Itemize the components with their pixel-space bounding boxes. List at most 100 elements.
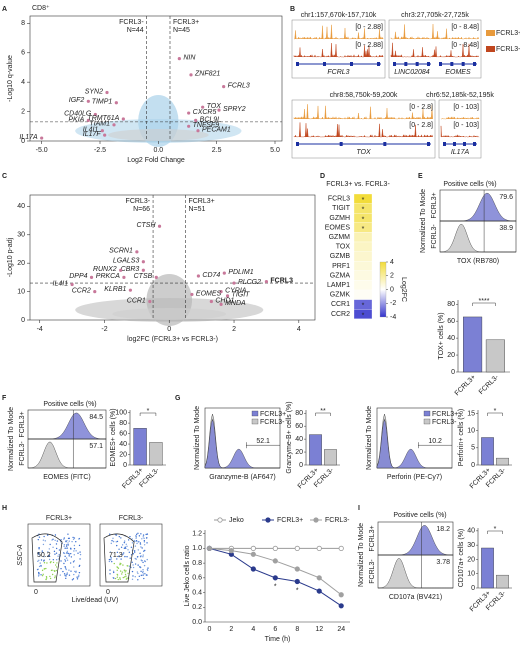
gene-exon: [461, 62, 465, 66]
panel-letter: D: [320, 173, 325, 180]
event-dot: [140, 533, 142, 535]
panel-letter: F: [2, 395, 7, 402]
event-dot: [143, 550, 145, 552]
event-dot: [109, 551, 112, 553]
event-dot: [75, 571, 77, 574]
event-dot: [37, 560, 39, 563]
event-dot: [37, 575, 40, 577]
event-dot: [122, 564, 124, 566]
y-tick-label: 0.8: [192, 560, 202, 567]
header: Positive cells (%): [393, 512, 446, 519]
event-dot: [120, 563, 122, 565]
point-density: [107, 129, 209, 141]
row-label: LAMP1: [327, 282, 350, 289]
hist-x-label: EOMES (FITC): [43, 474, 90, 481]
panel-letter: I: [358, 505, 360, 512]
event-dot: [144, 560, 147, 563]
y-tick-label: 0: [21, 317, 25, 324]
gene-label: TRMT61A: [87, 115, 119, 122]
event-dot: [112, 537, 114, 540]
y-tick-label: 30: [467, 542, 475, 549]
gene-exon: [439, 62, 442, 66]
event-dot: [67, 544, 70, 546]
gene-point: [196, 274, 201, 278]
event-dot: [123, 541, 126, 544]
gene-label: NIN: [183, 54, 196, 61]
event-dot: [73, 547, 76, 550]
event-dot: [112, 540, 115, 543]
event-dot: [116, 573, 118, 576]
group-label: FCRL3-: [119, 19, 144, 26]
bar: [481, 437, 494, 466]
legend-swatch: [251, 418, 259, 425]
event-dot: [118, 548, 120, 550]
bar-y-label: EOMES+ cells (%): [110, 408, 117, 466]
panel-letter: A: [2, 6, 7, 13]
event-dot: [144, 549, 146, 552]
event-dot: [72, 578, 75, 580]
legend-swatch: [486, 30, 495, 36]
x-tick-label: 4: [251, 626, 255, 633]
event-dot: [66, 550, 69, 553]
event-dot: [55, 547, 58, 550]
gene-label: IGF2: [69, 97, 85, 104]
event-dot: [49, 577, 52, 580]
event-dot: [38, 565, 41, 568]
bar: [309, 434, 322, 466]
gene-label: EOMES: [196, 290, 222, 297]
histogram: [27, 441, 106, 469]
locus-region: chr8:58,750k-59,200k: [330, 92, 398, 99]
hist-x-label: Perforin (PE-Cy7): [387, 474, 442, 481]
event-dot: [125, 578, 128, 580]
gene-point: [157, 224, 162, 228]
event-dot: [133, 550, 136, 552]
significance: *: [147, 408, 150, 415]
heat-cell: [353, 280, 373, 291]
event-dot: [60, 560, 62, 562]
group-label: FCRL3+: [188, 198, 214, 205]
gene-name: FCRL3: [327, 69, 349, 76]
gene-point: [177, 57, 181, 61]
gene-label: BCL9L: [200, 116, 222, 123]
chart-title: CD8⁺: [32, 5, 50, 12]
event-dot: [125, 575, 127, 577]
x-axis-label: Time (h): [265, 636, 291, 643]
row-label: GZMM: [329, 234, 351, 241]
y-tick-label: 80: [447, 301, 455, 308]
event-dot: [141, 538, 143, 540]
colorbar-tick-label: -2: [390, 300, 396, 307]
gene-point: [40, 136, 44, 140]
legend-marker: [313, 517, 319, 523]
event-dot: [53, 550, 56, 553]
event-dot: [132, 566, 135, 569]
colorbar-tick-label: 0: [390, 286, 394, 293]
significance: *: [494, 408, 497, 415]
event-dot: [127, 565, 129, 567]
gene-label: MNDA: [225, 300, 246, 307]
hist-x-label: CD107a (BV421): [389, 594, 442, 601]
bar-y-label: Granzyme-B+ cells (%): [286, 401, 293, 473]
series-point: [294, 545, 300, 552]
event-dot: [146, 558, 148, 561]
event-dot: [145, 574, 148, 576]
gene-label: TIGIT: [232, 292, 251, 299]
heat-cell: [353, 309, 373, 319]
legend-label: Jeko: [229, 517, 244, 524]
point-density: [112, 308, 227, 320]
significance-bracket: [472, 302, 496, 306]
event-dot: [42, 543, 45, 546]
bar: [133, 428, 147, 466]
hist-y-label: Normalized To Mode: [8, 407, 15, 471]
track-scale: [0 - 8.48]: [451, 24, 479, 31]
y-tick-label: 1.0: [192, 545, 202, 552]
y-tick-label: 20: [295, 449, 303, 456]
gene-point: [219, 302, 223, 306]
event-dot: [78, 571, 81, 574]
locus-frame: [291, 99, 436, 159]
event-dot: [46, 534, 49, 536]
x-tick-label: 0: [106, 589, 110, 596]
event-dot: [65, 545, 68, 547]
hist-x-label: TOX (RB780): [457, 258, 499, 265]
significance: *: [274, 584, 277, 591]
event-dot: [69, 562, 72, 564]
